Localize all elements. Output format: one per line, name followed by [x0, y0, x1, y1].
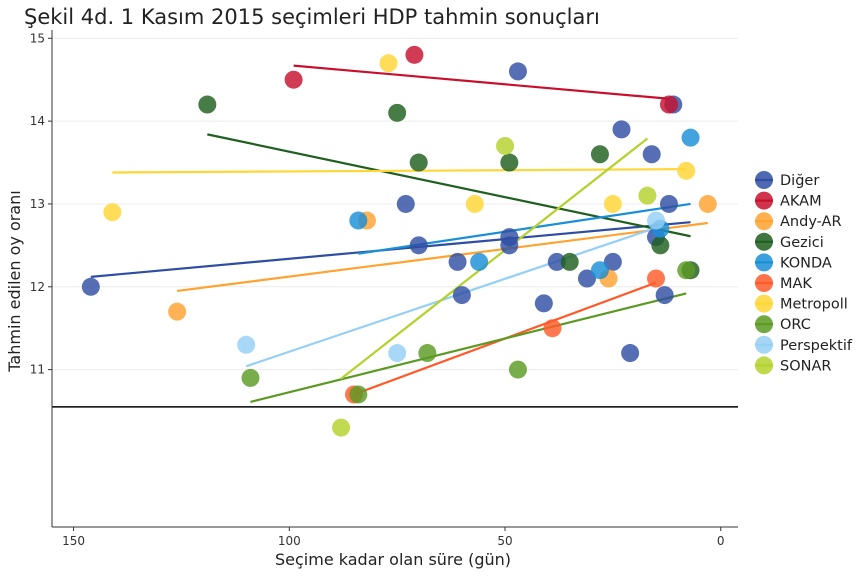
point-diger	[547, 252, 566, 271]
trend-line-metropoll	[112, 168, 687, 174]
legend-item-metropoll: Metropoll	[755, 294, 848, 313]
y-tick-label: 14	[30, 114, 45, 128]
legend-item-konda: KONDA	[755, 253, 832, 272]
point-orc	[418, 344, 437, 363]
legend-item-orc: ORC	[755, 315, 811, 334]
trend-line-gezici	[207, 133, 691, 238]
point-orc	[677, 261, 696, 280]
point-andy-ar	[168, 302, 187, 321]
legend: Diğer AKAM Andy-AR Gezici KONDA MAK Metropoll O…	[755, 171, 853, 375]
point-sonar	[638, 186, 657, 205]
point-metropoll	[379, 54, 398, 73]
point-diger	[500, 236, 519, 255]
point-metropoll	[465, 194, 484, 213]
point-diger	[642, 145, 661, 164]
point-gezici	[590, 145, 609, 164]
legend-item-andy-ar: Andy-AR	[755, 212, 842, 231]
point-diger	[534, 294, 553, 313]
point-diger	[396, 194, 415, 213]
point-sonar	[332, 418, 351, 437]
point-gezici	[198, 95, 217, 114]
legend-item-perspektif: Perspektif	[755, 335, 853, 354]
x-tick-label: 0	[717, 534, 725, 548]
point-andy-ar	[698, 194, 717, 213]
point-mak	[543, 319, 562, 338]
legend-label: Diğer	[780, 173, 819, 189]
legend-label: ORC	[780, 317, 811, 333]
point-gezici	[651, 236, 670, 255]
legend-item-diger: Diğer	[755, 171, 819, 189]
axes: 11 12 13 14 15 150 100 50 0	[30, 30, 738, 548]
legend-label: Metropoll	[780, 297, 848, 313]
point-diger	[409, 236, 428, 255]
point-gezici	[409, 153, 428, 172]
point-diger	[659, 194, 678, 213]
legend-label: MAK	[780, 276, 812, 292]
y-tick-label: 15	[30, 31, 45, 45]
point-konda	[681, 128, 700, 147]
chart-title: Şekil 4d. 1 Kasım 2015 seçimleri HDP tah…	[24, 5, 600, 29]
x-tick-label: 100	[278, 534, 301, 548]
legend-item-akam: AKAM	[755, 191, 822, 210]
point-orc	[508, 360, 527, 379]
point-orc	[349, 385, 368, 404]
point-konda	[349, 211, 368, 230]
grid-lines	[52, 37, 738, 371]
x-axis-label: Seçime kadar olan süre (gün)	[275, 550, 511, 569]
legend-item-mak: MAK	[755, 274, 812, 292]
point-perspektif	[388, 344, 407, 363]
point-diger	[452, 286, 471, 305]
x-tick-label: 50	[497, 534, 512, 548]
point-akam	[284, 70, 303, 89]
y-tick-label: 12	[30, 280, 45, 294]
point-diger	[81, 277, 100, 296]
legend-label: SONAR	[780, 358, 831, 374]
point-akam	[405, 45, 424, 64]
trend-line-andy-ar	[176, 221, 708, 293]
point-diger	[577, 269, 596, 288]
legend-label: Gezici	[780, 235, 824, 251]
legend-label: KONDA	[780, 255, 832, 271]
point-gezici	[560, 252, 579, 271]
point-diger	[612, 120, 631, 139]
point-metropoll	[603, 194, 622, 213]
trend-line-sonar	[340, 137, 649, 380]
x-tick-label: 150	[62, 534, 85, 548]
y-axis-label: Tahmin edilen oy oranı	[5, 190, 24, 372]
legend-label: AKAM	[780, 194, 822, 210]
point-perspektif	[237, 335, 256, 354]
data-points	[81, 45, 717, 437]
legend-label: Andy-AR	[780, 214, 842, 230]
point-konda	[590, 261, 609, 280]
point-metropoll	[677, 161, 696, 180]
point-diger	[508, 62, 527, 81]
point-mak	[647, 269, 666, 288]
y-tick-label: 13	[30, 197, 45, 211]
legend-label: Perspektif	[780, 338, 853, 354]
point-gezici	[388, 103, 407, 122]
y-tick-label: 11	[30, 363, 45, 377]
legend-item-sonar: SONAR	[755, 356, 831, 375]
point-sonar	[496, 136, 515, 155]
point-perspektif	[647, 211, 666, 230]
point-diger	[621, 344, 640, 363]
point-diger	[655, 286, 674, 305]
trend-line-akam	[293, 64, 670, 100]
point-akam	[659, 95, 678, 114]
point-konda	[470, 252, 489, 271]
legend-item-gezici: Gezici	[755, 232, 824, 251]
point-orc	[241, 368, 260, 387]
point-diger	[448, 252, 467, 271]
point-metropoll	[103, 203, 122, 222]
point-gezici	[500, 153, 519, 172]
trend-line-orc	[250, 292, 687, 403]
point-diger	[603, 252, 622, 271]
